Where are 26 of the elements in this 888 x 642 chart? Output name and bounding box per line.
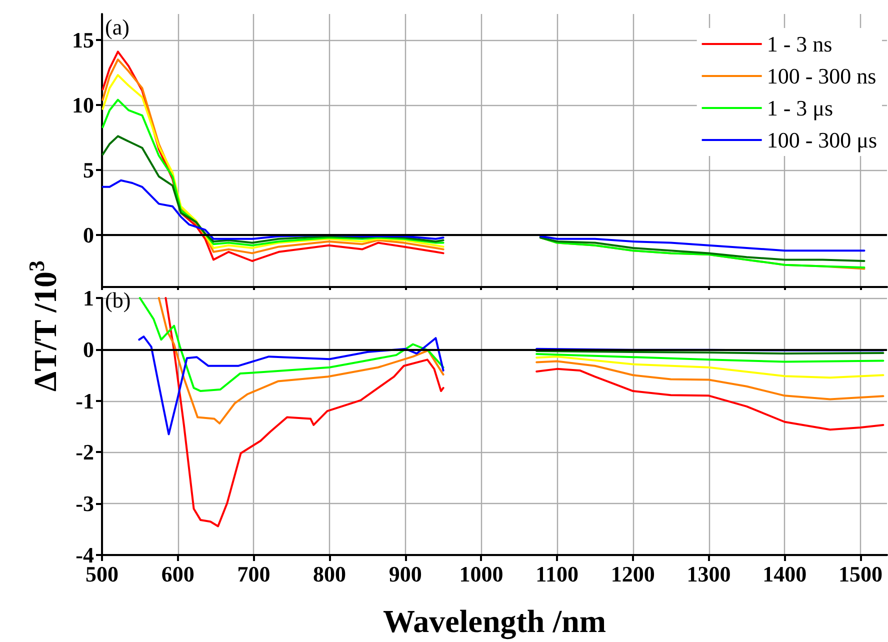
y-tick-label: 0 xyxy=(83,336,94,362)
x-tick-label: 1300 xyxy=(686,562,731,586)
x-axis-title: Wavelength /nm xyxy=(382,603,606,640)
x-tick-label: 1000 xyxy=(459,562,504,586)
x-tick-label: 1400 xyxy=(762,562,807,586)
y-tick-label: -2 xyxy=(76,440,94,465)
x-tick-label: 1100 xyxy=(536,562,578,586)
y-tick-label: 1 xyxy=(83,286,94,310)
y-tick-label: 15 xyxy=(72,28,94,52)
x-tick-label: 1500 xyxy=(838,562,882,586)
annotation: (b) xyxy=(105,288,131,312)
x-tick-label: 600 xyxy=(161,562,194,586)
legend-label: 1 - 3 ns xyxy=(766,32,832,56)
legend-label: 1 - 3 μs xyxy=(766,96,834,120)
y-tick-label: 5 xyxy=(83,158,94,182)
legend-label: 100 - 300 μs xyxy=(766,128,878,152)
y-tick-label: 0 xyxy=(83,222,94,248)
y-tick-label: -3 xyxy=(76,491,94,516)
x-tick-label: 800 xyxy=(313,562,346,586)
x-tick-label: 900 xyxy=(388,562,422,586)
y-tick-label: 10 xyxy=(72,92,94,118)
x-tick-label: 1200 xyxy=(610,562,655,586)
y-tick-label: -1 xyxy=(76,388,94,414)
annotation: (a) xyxy=(105,14,130,40)
legend-label: 100 - 300 ns xyxy=(766,64,876,88)
x-tick-label: 700 xyxy=(237,562,270,586)
